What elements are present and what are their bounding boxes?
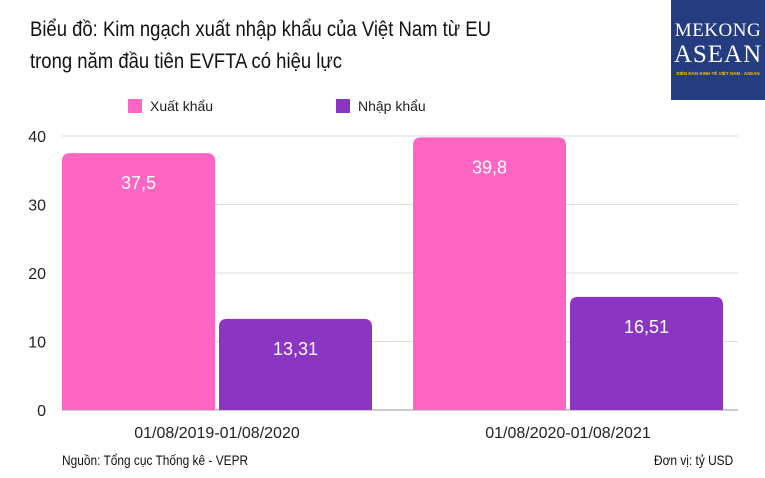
y-tick-label: 30 (28, 198, 46, 215)
title-line-2: trong năm đầu tiên EVFTA có hiệu lực (30, 50, 342, 73)
y-tick-label: 40 (28, 129, 46, 146)
legend-item-import: Nhập khẩu (336, 98, 426, 114)
source-note: Nguồn: Tổng cục Thống kê - VEPR (62, 452, 249, 468)
y-tick-label: 0 (37, 403, 46, 420)
logo-line-1: MEKONG (674, 20, 762, 41)
title-line-1: Biểu đồ: Kim ngạch xuất nhập khẩu của Vi… (30, 18, 491, 41)
y-tick-label: 10 (28, 335, 46, 352)
bar (413, 137, 566, 410)
legend-item-export: Xuất khẩu (128, 98, 213, 114)
data-label: 16,51 (624, 317, 669, 337)
x-tick-label: 01/08/2020-01/08/2021 (485, 425, 651, 442)
bar (219, 318, 372, 410)
bar (62, 153, 215, 410)
data-label: 39,8 (472, 157, 507, 177)
legend-label-export: Xuất khẩu (150, 98, 214, 114)
legend-label-import: Nhập khẩu (358, 98, 426, 114)
chart-title: Biểu đồ: Kim ngạch xuất nhập khẩu của Vi… (30, 14, 491, 78)
data-label: 37,5 (121, 173, 156, 193)
unit-note: Đơn vị: tỷ USD (654, 452, 734, 468)
y-tick-label: 20 (28, 266, 46, 283)
logo-line-2: ASEAN (673, 42, 763, 68)
legend-swatch-import (336, 99, 350, 113)
x-tick-label: 01/08/2019-01/08/2020 (134, 425, 300, 442)
data-label: 13,31 (273, 339, 318, 359)
legend-swatch-export (128, 99, 142, 113)
mekong-asean-logo: MEKONG ASEAN DIỄN ĐÀN KINH TẾ VIỆT NAM -… (671, 0, 765, 100)
bar (570, 296, 723, 410)
logo-tagline: DIỄN ĐÀN KINH TẾ VIỆT NAM - ASEAN (676, 71, 760, 76)
